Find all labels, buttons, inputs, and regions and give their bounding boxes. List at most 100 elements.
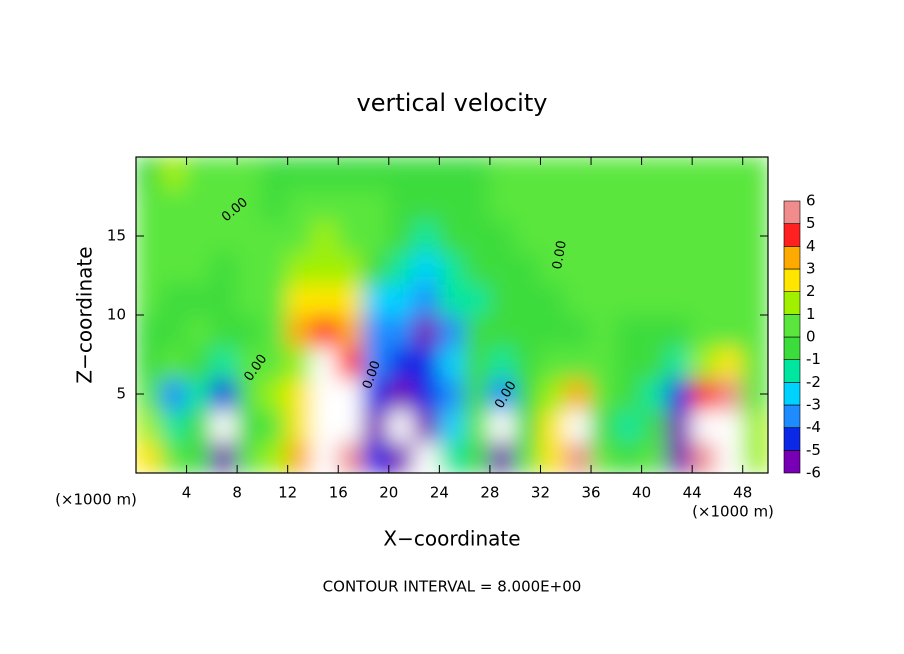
cell (488, 314, 517, 348)
cell (640, 440, 668, 473)
x-tick-label: 36 (581, 484, 600, 502)
cell (615, 345, 643, 380)
cell (539, 314, 567, 348)
cell (261, 440, 289, 473)
cell (741, 157, 768, 190)
cell (362, 345, 390, 380)
cell (741, 250, 768, 285)
cell (185, 377, 213, 411)
cell (362, 408, 390, 443)
cell (185, 440, 213, 473)
cell (337, 408, 365, 443)
cell (413, 282, 441, 316)
cell (716, 219, 744, 253)
cell (362, 250, 390, 285)
x-tick-label: 44 (683, 484, 702, 502)
cell (362, 440, 390, 473)
cell (665, 187, 694, 222)
unit-label: (×1000 m) (692, 503, 774, 521)
cell (463, 440, 491, 473)
cell (640, 314, 668, 348)
cell (185, 345, 213, 380)
cell (716, 250, 744, 285)
cell (286, 314, 314, 348)
x-tick-label: 24 (430, 484, 449, 502)
cell (387, 440, 416, 473)
colorbar-label: -1 (806, 350, 821, 368)
y-axis-title: Z−coordinate (73, 246, 97, 383)
cell (615, 377, 643, 411)
cell (136, 187, 163, 222)
cell (615, 157, 643, 190)
cell (236, 345, 264, 380)
cell (413, 377, 441, 411)
cell (236, 377, 264, 411)
cell (514, 408, 542, 443)
colorbar-band (783, 450, 801, 474)
cell (337, 377, 365, 411)
colorbar-label: 1 (806, 305, 816, 323)
cell (438, 345, 466, 380)
cell (160, 440, 188, 473)
cell (488, 187, 517, 222)
cell (564, 219, 593, 253)
cell (136, 282, 163, 316)
cell (311, 219, 340, 253)
cell (741, 440, 768, 473)
cell (691, 157, 719, 190)
colorbar-label: -4 (806, 418, 821, 436)
cell (716, 157, 744, 190)
cell (387, 250, 416, 285)
cell (286, 250, 314, 285)
cell (413, 187, 441, 222)
cell (210, 219, 239, 253)
cell (640, 408, 668, 443)
cell (438, 377, 466, 411)
cell (463, 345, 491, 380)
cell (387, 157, 416, 190)
cells (136, 157, 768, 473)
cell (590, 314, 618, 348)
cell (413, 314, 441, 348)
x-tick-label: 40 (632, 484, 651, 502)
cell (185, 408, 213, 443)
cell (539, 440, 567, 473)
cell (413, 157, 441, 190)
cell (337, 314, 365, 348)
colorbar-label: 4 (806, 237, 816, 255)
cell (160, 282, 188, 316)
x-tick-label: 4 (182, 484, 192, 502)
colorbar-label: 2 (806, 282, 816, 300)
cell (286, 157, 314, 190)
cell (362, 157, 390, 190)
cell (362, 377, 390, 411)
cell (185, 282, 213, 316)
cell (691, 377, 719, 411)
cell (691, 250, 719, 285)
colorbar-band (783, 246, 801, 270)
cell (463, 187, 491, 222)
cell (665, 157, 694, 190)
cell (261, 250, 289, 285)
cell (564, 314, 593, 348)
cell (236, 314, 264, 348)
y-tick-label: 15 (107, 227, 126, 245)
colorbar-band (783, 268, 801, 292)
cell (615, 250, 643, 285)
cell (488, 157, 517, 190)
chart-title: vertical velocity (357, 89, 548, 117)
cell (261, 282, 289, 316)
cell (337, 345, 365, 380)
cell (665, 219, 694, 253)
cell (185, 187, 213, 222)
cell (564, 377, 593, 411)
cell (665, 377, 694, 411)
cell (615, 219, 643, 253)
colorbar-label: -2 (806, 373, 821, 391)
cell (615, 408, 643, 443)
colorbar-band (783, 314, 801, 338)
cell (210, 377, 239, 411)
cell (564, 408, 593, 443)
cell (438, 282, 466, 316)
